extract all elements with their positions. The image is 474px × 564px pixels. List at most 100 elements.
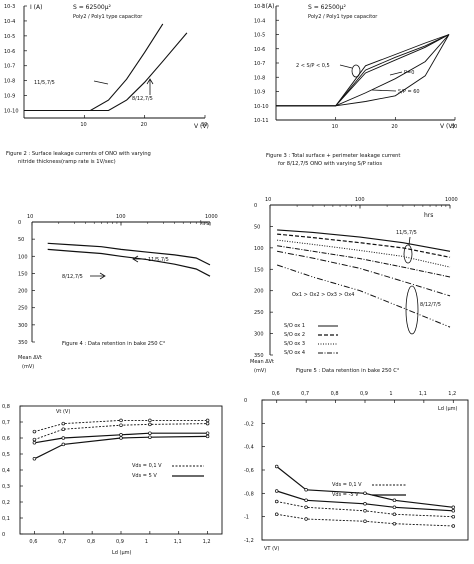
figure-3-y-tick-label: 10-5 bbox=[254, 33, 265, 39]
figure-2-caption-line-2: nitride thickness(ramp rate is 1V/sec) bbox=[18, 159, 116, 165]
figure-6-panel: 0,8 0,7 0,6 0,5 0,4 0,3 0,2 0,1 0 0,6 0,7 0,8 0,9 1 1,… bbox=[2, 404, 223, 556]
figure-7-legend-label-2: Vds = -5 V bbox=[332, 492, 359, 498]
figure-6-x-tick-label: 0,7 bbox=[58, 539, 66, 545]
figure-7-point bbox=[363, 502, 367, 506]
figure-4-ylabel-line-2: (mV) bbox=[22, 364, 34, 370]
figure-5-annotation-8-12: 8/12/7/5 bbox=[420, 302, 441, 308]
figure-7-legend: Vds = 0,1 V Vds = -5 V bbox=[332, 482, 406, 498]
figure-2-y-tick-label: 10-3 bbox=[4, 4, 15, 10]
figure-3-y-tick-label: 10-8 bbox=[254, 75, 265, 81]
figure-5-legend-label-1: S/O ox 1 bbox=[284, 323, 305, 329]
figure-7-x-tick-label: 0,7 bbox=[301, 391, 309, 397]
figure-4-caption: Figure 4 : Data retention in bake 250 C° bbox=[62, 341, 166, 347]
figure-4-arrowhead-11-5 bbox=[132, 255, 139, 263]
figure-4-label-8-12: 8/12,7/5 bbox=[62, 274, 83, 280]
figure-6-point bbox=[119, 418, 123, 423]
figure-3-y-tick-label: 10-11 bbox=[254, 118, 269, 124]
figure-5-series-line bbox=[277, 245, 451, 278]
figure-5-legend: S/O ox 1 S/O ox 2 S/O ox 3 S/O ox 4 bbox=[281, 320, 341, 358]
figure-4-ylabel-line-1: Mean ΔVt bbox=[18, 355, 42, 361]
figure-5-series-line bbox=[277, 250, 451, 297]
figure-4-y-tick-label: 350 bbox=[18, 340, 28, 346]
figure-5-series-line bbox=[277, 229, 451, 252]
figure-6-point bbox=[32, 437, 37, 442]
figure-5-series-line bbox=[277, 239, 451, 268]
figure-6-point bbox=[205, 431, 210, 435]
figure-6-point bbox=[148, 431, 152, 435]
figure-7-y-tick-label: -0,6 bbox=[244, 468, 254, 474]
figure-4-xlabel: hrs bbox=[200, 220, 209, 227]
figure-7-y-tick-label: -1 bbox=[244, 515, 249, 521]
figure-7-x-tick-label: 0,9 bbox=[360, 391, 368, 397]
figure-7-point bbox=[274, 499, 279, 504]
figure-2-arrow-b bbox=[93, 80, 109, 85]
figure-7-point bbox=[392, 512, 397, 517]
figure-5-x-tick-label: 100 bbox=[355, 197, 365, 203]
figure-7-point bbox=[304, 517, 308, 521]
figure-7-y-tick-label: 0 bbox=[244, 398, 247, 404]
figure-3-x-tick-label: 30 bbox=[451, 124, 457, 130]
figure-6-point bbox=[61, 427, 66, 431]
figure-3-y-tick-label: 10-3 bbox=[254, 4, 265, 10]
figure-3-series-line bbox=[276, 34, 450, 107]
figure-7-point bbox=[451, 505, 456, 510]
figure-6-xlabel: Ld (μm) bbox=[112, 550, 132, 556]
figure-4-y-tick-label: 150 bbox=[18, 271, 28, 277]
figure-7-point bbox=[304, 488, 308, 492]
figure-2-x-tick-label: 10 bbox=[80, 122, 86, 128]
figure-2-arrowhead-a bbox=[146, 78, 154, 85]
figure-4-y-tick-label: 50 bbox=[18, 237, 24, 243]
figure-6-point bbox=[119, 423, 123, 427]
figure-4-x-tick-label: 100 bbox=[116, 214, 126, 220]
figure-6-y-tick-label: 0,8 bbox=[2, 404, 10, 410]
figure-6-point bbox=[61, 436, 66, 440]
figure-4-panel: 10 100 1000 0 50 100 150 200 250 300 350 hrs 11/5,… bbox=[18, 214, 218, 370]
figure-6-ylabel: Vt (V) bbox=[56, 409, 70, 415]
figure-5-ylabel-line-2: (mV) bbox=[254, 368, 266, 374]
figure-2-axes: 10-3 10-4 10-5 10-6 10-7 10-8 10-9 10-10 10 20 30 bbox=[4, 4, 207, 128]
figure-3-series bbox=[276, 34, 450, 107]
figure-6-x-tick-label: 0,6 bbox=[29, 539, 37, 545]
figure-6-y-tick-label: 0,7 bbox=[2, 420, 10, 426]
figure-6-series bbox=[32, 418, 210, 461]
figure-7-y-tick-label: -1,2 bbox=[244, 538, 254, 544]
figure-5-panel: 10 100 1000 0 50 100 150 200 250 300 350 hrs 11/5,… bbox=[250, 197, 458, 374]
figure-5-x-tick-label: 1000 bbox=[445, 197, 458, 203]
figure-6-point bbox=[148, 418, 152, 423]
figure-6-point bbox=[148, 435, 152, 439]
figure-6-point bbox=[61, 421, 66, 426]
figure-6-point bbox=[119, 433, 123, 437]
figure-2-y-tick-label: 10-6 bbox=[4, 49, 15, 55]
figure-4-series-line bbox=[47, 248, 211, 277]
figure-3-arrow-ratio bbox=[339, 64, 353, 69]
figure-5-xlabel: hrs bbox=[424, 212, 433, 219]
figure-3-xlabel: V (V) bbox=[440, 123, 455, 130]
figure-6-x-tick-label: 0,9 bbox=[116, 539, 124, 545]
figure-6-series-line bbox=[34, 435, 208, 460]
figure-6-legend-label-1: Vds = 0,1 V bbox=[132, 463, 162, 469]
figure-6-point bbox=[205, 434, 210, 439]
figure-7-panel: 0,6 0,7 0,8 0,9 1 1,1 1,2 0 -0,2 -0,4 -0,6 -0,8 -1 -1… bbox=[244, 391, 469, 552]
figure-3-y-tick-label: 10-6 bbox=[254, 47, 265, 53]
figure-7-point bbox=[363, 509, 367, 513]
figure-7-frame bbox=[261, 399, 469, 541]
figure-6-x-tick-label: 1 bbox=[145, 539, 148, 545]
figure-7-legend-label-1: Vds = 0,1 V bbox=[332, 482, 362, 488]
figure-7-series bbox=[274, 464, 456, 528]
figure-5-y-tick-label: 250 bbox=[254, 310, 264, 316]
figure-5-y-tick-label: 150 bbox=[254, 267, 264, 273]
figure-7-point bbox=[304, 498, 308, 503]
figure-6-y-tick-label: 0,2 bbox=[2, 500, 10, 506]
figure-5-caption: Figure 5 : Data retention in bake 250 C° bbox=[296, 368, 400, 374]
figure-6-y-tick-label: 0,4 bbox=[2, 468, 10, 474]
figure-3-x-tick-label: 10 bbox=[332, 124, 338, 130]
figure-6-x-tick-label: 1,2 bbox=[203, 539, 211, 545]
figure-6-point bbox=[205, 418, 210, 423]
figure-7-y-tick-label: -0,8 bbox=[244, 491, 254, 497]
figure-7-point bbox=[274, 489, 279, 493]
figure-5-y-tick-label: 100 bbox=[254, 246, 264, 252]
figure-3-title-line-1: S = 62500μ² bbox=[308, 4, 347, 11]
figure-7-x-tick-label: 0,8 bbox=[331, 391, 339, 397]
